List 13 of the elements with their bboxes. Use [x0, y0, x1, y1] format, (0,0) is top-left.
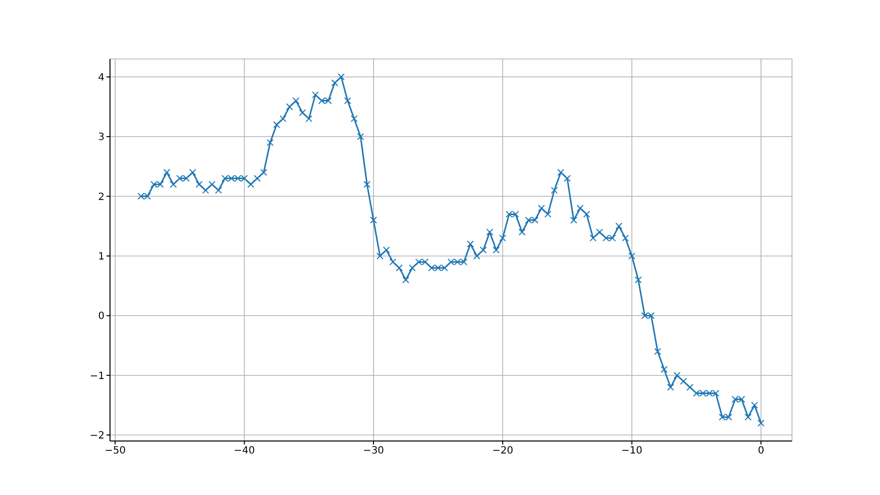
x-tick-label: 0 — [758, 446, 764, 457]
y-tick-label: 1 — [98, 252, 104, 263]
x-tick-label: −20 — [492, 446, 514, 457]
y-tick-label: 3 — [98, 132, 104, 144]
y-tick-label: 0 — [98, 311, 104, 322]
x-tick-label: −50 — [104, 446, 126, 457]
y-tick-label: −2 — [90, 430, 104, 442]
y-tick-label: 2 — [98, 192, 104, 203]
y-tick-label: −1 — [90, 370, 104, 382]
x-tick-label: −30 — [362, 446, 384, 457]
x-tick-label: −10 — [621, 446, 642, 457]
x-tick-label: −40 — [234, 446, 255, 457]
y-tick-label: 4 — [98, 72, 104, 84]
